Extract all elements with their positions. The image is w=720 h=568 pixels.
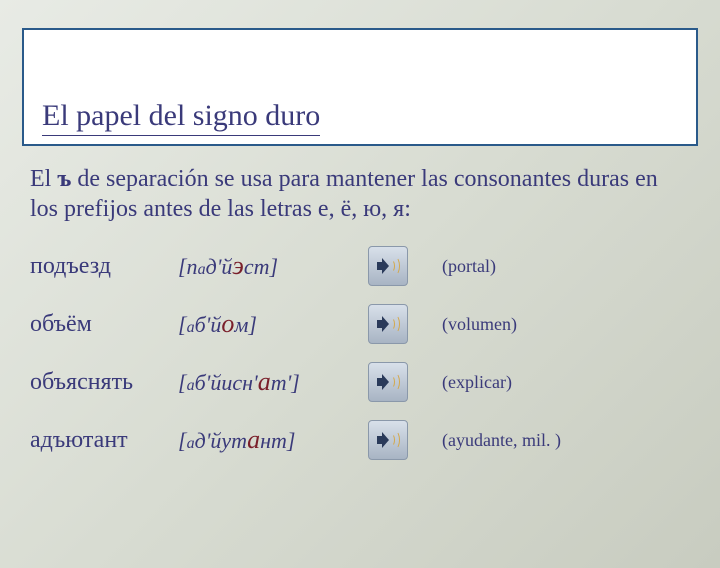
examples-table: подъезд [пад'йэст] (portal) объём [аб'йо…: [30, 246, 690, 460]
content-area: El ъ de separación se usa para mantener …: [30, 164, 690, 460]
speaker-icon: [377, 429, 399, 451]
slide-title: El papel del signo duro: [42, 99, 320, 136]
translation-text: (explicar): [442, 372, 690, 393]
explanation-bold: ъ: [57, 166, 71, 192]
speaker-icon: [377, 255, 399, 277]
translation-text: (portal): [442, 256, 690, 277]
phonetic-transcription: [аб'йисн'ат']: [178, 367, 368, 397]
audio-play-button[interactable]: [368, 362, 408, 402]
russian-word: объём: [30, 311, 178, 338]
phonetic-transcription: [пад'йэст]: [178, 251, 368, 281]
audio-play-button[interactable]: [368, 246, 408, 286]
russian-word: адъютант: [30, 427, 178, 454]
explanation-suffix: de separación se usa para mantener las c…: [30, 166, 658, 222]
russian-word: подъезд: [30, 253, 178, 280]
translation-text: (ayudante, mil. ): [442, 430, 690, 451]
translation-text: (volumen): [442, 314, 690, 335]
explanation-text: El ъ de separación se usa para mantener …: [30, 164, 690, 224]
russian-word: объяснять: [30, 369, 178, 396]
explanation-prefix: El: [30, 166, 57, 192]
speaker-icon: [377, 313, 399, 335]
audio-play-button[interactable]: [368, 304, 408, 344]
audio-play-button[interactable]: [368, 420, 408, 460]
title-container: El papel del signo duro: [22, 28, 698, 146]
phonetic-transcription: [аб'йом]: [178, 309, 368, 339]
phonetic-transcription: [ад'йутант]: [178, 425, 368, 455]
speaker-icon: [377, 371, 399, 393]
